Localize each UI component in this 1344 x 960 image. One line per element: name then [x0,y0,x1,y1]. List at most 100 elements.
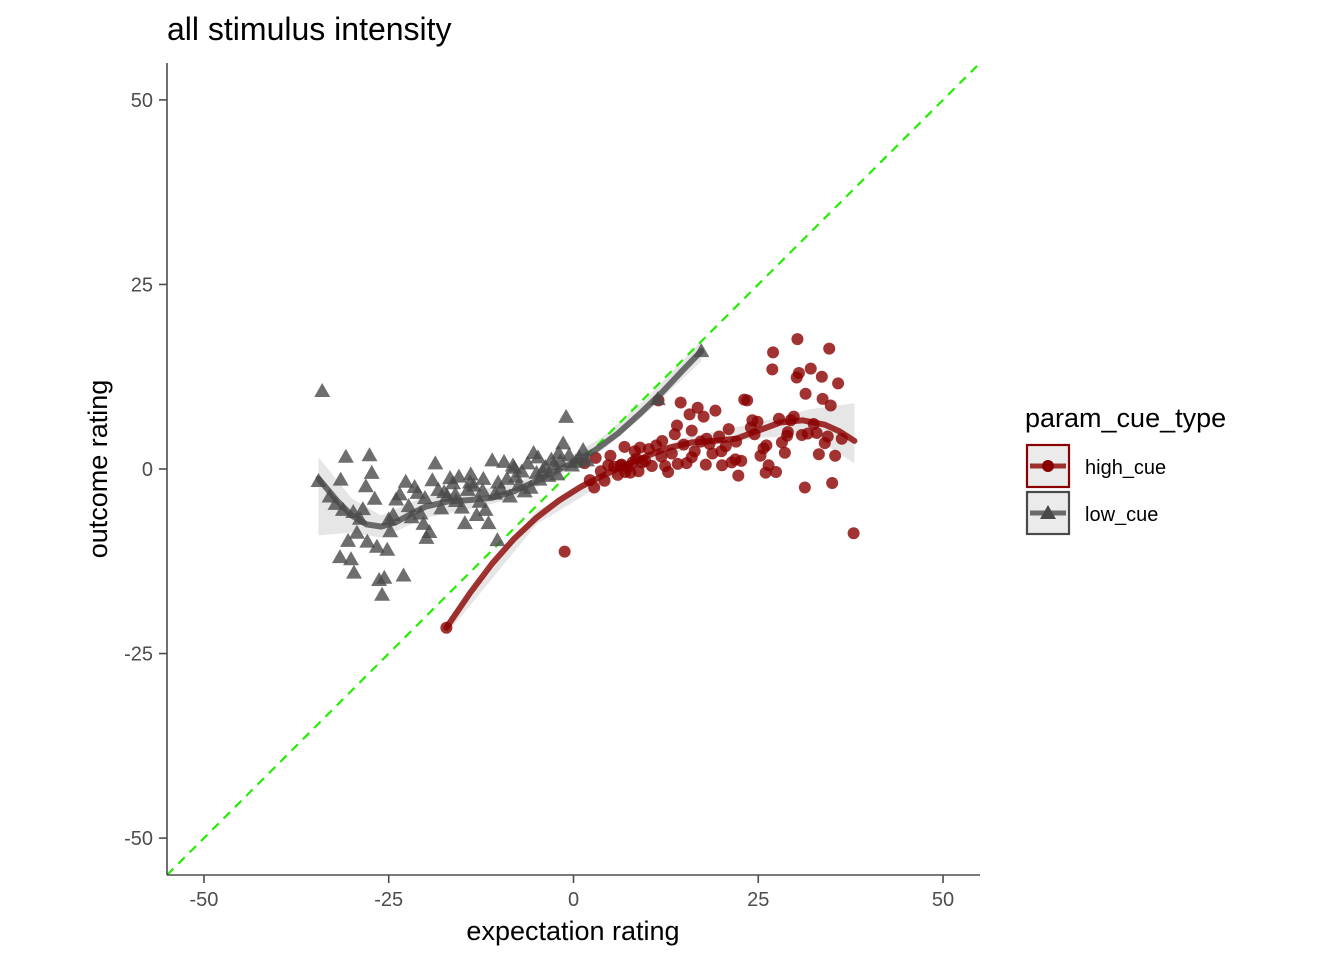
legend-item-low-cue[interactable]: low_cue [1025,490,1158,536]
data-point-low-cue [397,473,414,488]
data-point-high-cue [732,469,745,482]
data-point-high-cue [662,465,675,478]
confidence-band-low-cue [318,340,702,538]
y-axis-ticks: -50 -25 0 25 50 [124,90,167,850]
legend-label-high-cue: high_cue [1085,457,1166,479]
data-point-low-cue [400,498,417,513]
data-point-high-cue [781,429,794,442]
x-tick-label: 50 [932,889,954,911]
data-point-low-cue [558,408,575,423]
data-point-high-cue [824,399,837,412]
axes: -50 -25 0 25 50 -50 -25 0 25 50 [124,63,980,911]
data-point-high-cue [812,448,825,461]
data-point-low-cue [447,486,464,501]
y-tick-label: 50 [131,90,153,112]
legend-key-point-low-cue [1040,505,1056,519]
y-tick-label: 0 [142,459,153,481]
data-point-low-cue [416,490,433,505]
data-point-high-cue [792,367,805,380]
data-point-low-cue [550,444,567,459]
data-point-low-cue [484,452,501,467]
legend: param_cue_type high_cue low_cue [1025,403,1226,536]
data-point-high-cue [656,434,669,447]
data-point-high-cue [829,449,842,462]
data-point-high-cue [826,477,839,490]
data-point-high-cue [821,430,834,443]
data-point-high-cue [760,439,773,452]
data-point-high-cue [634,441,647,454]
data-point-low-cue [331,549,348,564]
data-point-high-cue [716,459,729,472]
x-tick-label: -50 [190,889,219,911]
data-point-high-cue [604,449,617,462]
plot-panel [166,62,981,876]
y-axis-title: outcome rating [83,380,113,559]
x-tick-label: 0 [568,889,579,911]
data-point-high-cue [823,342,836,355]
legend-title: param_cue_type [1025,403,1226,433]
data-point-low-cue [366,490,383,505]
legend-label-low-cue: low_cue [1085,504,1158,526]
data-point-high-cue [832,377,845,390]
data-point-low-cue [462,466,479,481]
data-point-high-cue [670,419,683,432]
y-tick-label: -50 [124,828,153,850]
data-point-high-cue [722,423,735,436]
data-point-high-cue [816,392,829,405]
data-point-low-cue [513,463,530,478]
data-point-low-cue [332,471,349,486]
data-point-high-cue [691,401,704,414]
data-point-low-cue [496,453,513,468]
data-point-high-cue [767,346,780,359]
data-point-low-cue [359,533,376,548]
data-point-high-cue [847,527,860,540]
data-point-high-cue [671,457,684,470]
y-tick-label: -25 [124,644,153,666]
data-point-low-cue [348,524,365,539]
data-point-high-cue [735,454,748,467]
data-point-low-cue [475,470,492,485]
x-axis-ticks: -50 -25 0 25 50 [190,875,954,911]
data-point-low-cue [357,478,374,493]
data-point-high-cue [709,404,722,417]
data-point-high-cue [810,426,823,439]
x-tick-label: -25 [374,889,403,911]
data-point-high-cue [815,370,828,383]
data-point-low-cue [552,453,569,468]
data-point-high-cue [645,460,658,473]
data-point-low-cue [354,501,371,516]
data-point-low-cue [374,586,391,601]
data-point-high-cue [685,424,698,437]
x-tick-label: 25 [747,889,769,911]
fit-lines [315,347,858,631]
data-point-low-cue [395,567,412,582]
data-point-low-cue [379,541,396,556]
legend-key-point-high-cue [1042,460,1054,472]
data-point-high-cue [746,414,759,427]
data-point-low-cue [530,449,547,464]
data-point-high-cue [558,545,571,558]
data-point-low-cue [391,486,408,501]
data-point-low-cue [421,523,438,538]
data-point-low-cue [337,448,354,463]
data-point-high-cue [683,408,696,421]
data-point-low-cue [468,507,485,522]
data-point-low-cue [382,523,399,538]
data-point-low-cue [506,459,523,474]
data-point-high-cue [741,394,754,407]
data-point-low-cue [409,484,426,499]
legend-item-high-cue[interactable]: high_cue [1025,443,1166,489]
data-point-low-cue [343,551,360,566]
data-point-low-cue [477,501,494,516]
data-point-low-cue [345,564,362,579]
y-tick-label: 25 [131,274,153,296]
confidence-band-high-cue [446,403,855,635]
data-point-low-cue [480,515,497,530]
data-point-low-cue [363,464,380,479]
data-point-low-cue [453,499,470,514]
data-point-high-cue [799,387,812,400]
data-point-low-cue [415,515,432,530]
data-point-high-cue [766,363,779,376]
data-point-high-cue [804,362,817,375]
data-point-high-cue [685,451,698,464]
